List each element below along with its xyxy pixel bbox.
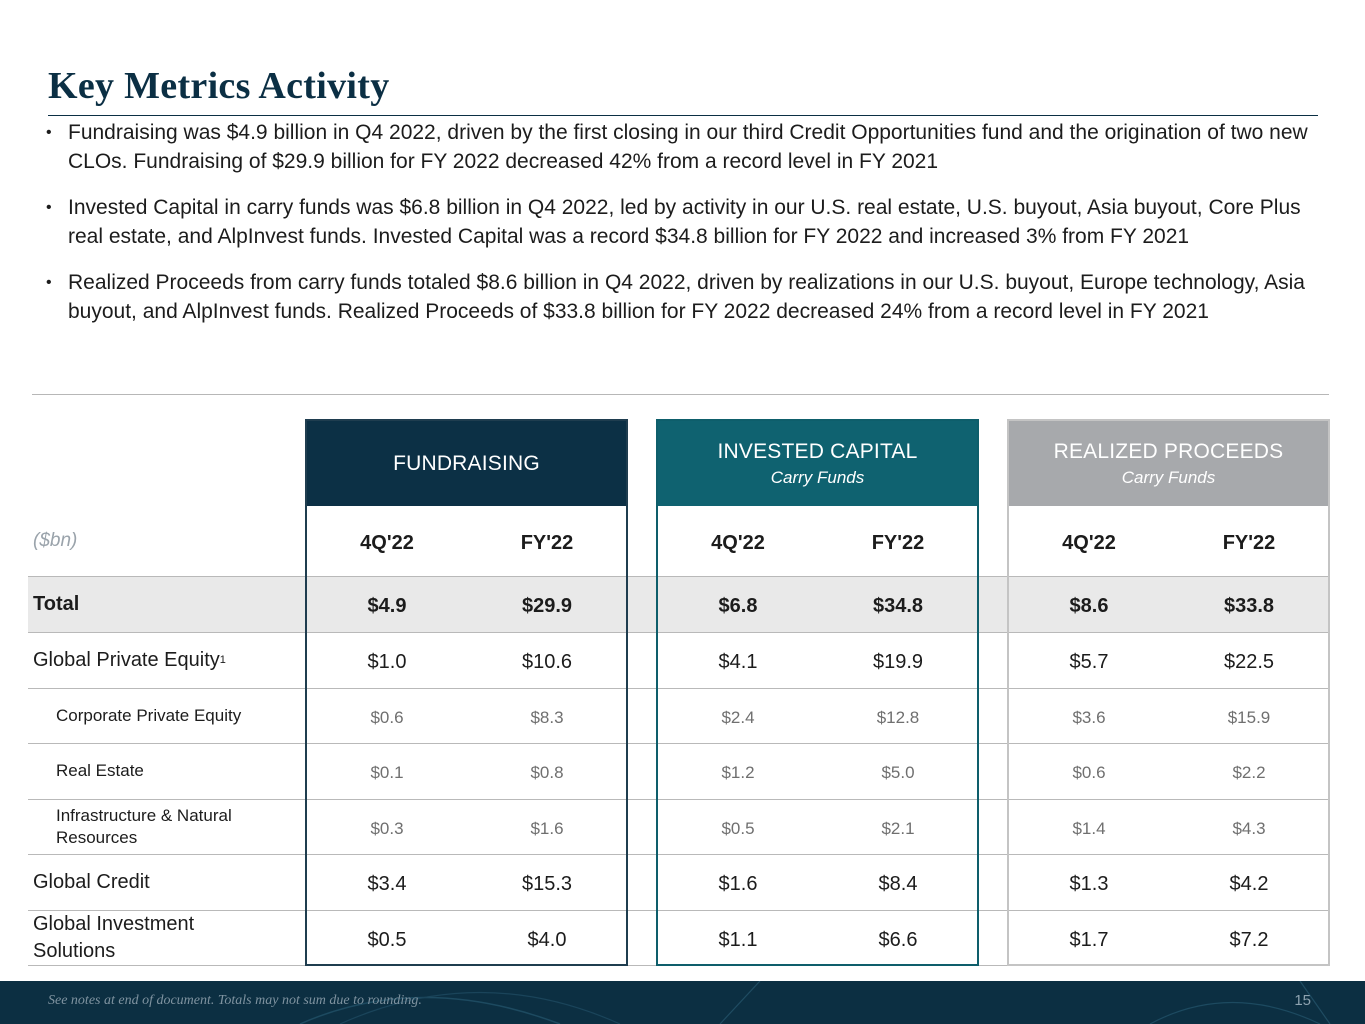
bullet-text-realized-proceeds: Realized Proceeds from carry funds total… (68, 271, 1305, 323)
value-cell: $6.6 (878, 928, 918, 951)
value-cell: $15.3 (521, 872, 573, 895)
total-row-background (28, 577, 1330, 632)
bullet-dot: • (46, 274, 52, 291)
value-cell: $1.1 (718, 928, 758, 951)
row-label-text: Global Private Equity (33, 648, 220, 671)
panel-title: REALIZED PROCEEDS (1053, 439, 1284, 463)
value-cell: $1.0 (367, 650, 407, 673)
value-cell: $1.7 (1069, 928, 1109, 951)
column-header-fy22: FY'22 (871, 531, 925, 554)
value-cell: $19.9 (872, 650, 924, 673)
value-cell: $3.4 (367, 872, 407, 895)
column-header-4q22: 4Q'22 (360, 531, 414, 554)
row-label-infrastructure: Infrastructure & Natural Resources (56, 805, 232, 847)
bullet-text-invested-capital: Invested Capital in carry funds was $6.8… (68, 196, 1301, 248)
panel-header-realized-proceeds: REALIZED PROCEEDS Carry Funds (1009, 421, 1328, 506)
panel-header-invested-capital: INVESTED CAPITAL Carry Funds (658, 421, 977, 506)
row-divider (28, 743, 1330, 744)
panel-invested-capital: INVESTED CAPITAL Carry Funds 4Q'22 FY'22… (656, 419, 979, 966)
bullet-list: • Fundraising was $4.9 billion in Q4 202… (40, 118, 1325, 343)
panel-title: INVESTED CAPITAL (717, 439, 918, 463)
value-cell: $1.4 (1072, 818, 1106, 838)
value-cell: $7.2 (1229, 928, 1269, 951)
footer-decoration (299, 981, 1331, 1024)
value-cell: $2.1 (881, 818, 915, 838)
bullet-dot: • (46, 199, 52, 216)
value-cell: $6.8 (718, 595, 758, 617)
row-divider (28, 910, 1330, 911)
value-cell: $10.6 (521, 650, 573, 673)
panel-header-fundraising: FUNDRAISING (307, 421, 626, 506)
value-cell: $8.4 (878, 872, 918, 895)
value-cell: $5.7 (1069, 650, 1109, 673)
value-cell: $0.6 (370, 707, 404, 727)
value-cell: $8.3 (530, 707, 564, 727)
row-divider (28, 799, 1330, 800)
value-cell: $0.1 (370, 763, 404, 782)
panel-title: FUNDRAISING (393, 451, 540, 475)
panel-fundraising: FUNDRAISING 4Q'22 FY'22 $4.9 $29.9 $1.0 … (305, 419, 628, 966)
value-cell: $33.8 (1223, 595, 1275, 617)
row-label-total: Total (33, 593, 80, 615)
value-cell: $0.3 (370, 818, 404, 838)
column-header-4q22: 4Q'22 (1062, 531, 1116, 554)
value-cell: $4.2 (1229, 872, 1269, 895)
panel-realized-proceeds: REALIZED PROCEEDS Carry Funds 4Q'22 FY'2… (1007, 419, 1330, 966)
panel-subtitle: Carry Funds (1121, 467, 1216, 487)
page-title: Key Metrics Activity (48, 65, 390, 107)
row-label-global-credit: Global Credit (33, 870, 150, 893)
footer-note: See notes at end of document. Totals may… (48, 993, 422, 1008)
section-divider (32, 394, 1329, 395)
value-cell: $22.5 (1223, 650, 1275, 673)
value-cell: $29.9 (521, 595, 573, 617)
value-cell: $1.3 (1069, 872, 1109, 895)
unit-label: ($bn) (33, 530, 78, 551)
value-cell: $2.2 (1232, 763, 1266, 782)
value-cell: $1.6 (718, 872, 758, 895)
bullet-text-fundraising: Fundraising was $4.9 billion in Q4 2022,… (68, 121, 1308, 173)
value-cell: $4.1 (718, 650, 758, 673)
value-cell: $3.6 (1072, 707, 1106, 727)
row-label-global-investment-solutions: Global Investment Solutions (33, 913, 195, 962)
page-number: 15 (1294, 992, 1311, 1009)
value-cell: $8.6 (1069, 595, 1109, 617)
value-cell: $0.8 (530, 763, 564, 782)
value-cell: $15.9 (1227, 707, 1271, 727)
value-cell: $12.8 (876, 707, 920, 727)
bullet-item: • Fundraising was $4.9 billion in Q4 202… (40, 118, 1325, 176)
row-divider (28, 854, 1330, 855)
value-cell: $4.3 (1232, 818, 1266, 838)
row-divider (28, 688, 1330, 689)
title-divider (48, 115, 1318, 116)
value-cell: $1.2 (721, 763, 755, 782)
value-cell: $0.6 (1072, 763, 1106, 782)
value-cell: $0.5 (721, 818, 755, 838)
row-divider (28, 576, 1330, 577)
row-divider (28, 632, 1330, 633)
footer-bar: See notes at end of document. Totals may… (0, 981, 1365, 1024)
value-cell: $2.4 (721, 707, 755, 727)
bullet-dot: • (46, 124, 52, 141)
row-label-global-private-equity: Global Private Equity 1 (28, 632, 306, 688)
row-label-real-estate: Real Estate (56, 761, 144, 780)
column-header-fy22: FY'22 (520, 531, 574, 554)
value-cell: $4.9 (367, 595, 407, 617)
value-cell: $0.5 (367, 928, 407, 951)
value-cell: $34.8 (872, 595, 924, 617)
value-cell: $5.0 (881, 763, 915, 782)
panel-subtitle: Carry Funds (770, 467, 865, 487)
value-cell: $1.6 (530, 818, 564, 838)
column-header-fy22: FY'22 (1222, 531, 1276, 554)
column-header-4q22: 4Q'22 (711, 531, 765, 554)
value-cell: $4.0 (527, 928, 567, 951)
row-label-corporate-private-equity: Corporate Private Equity (56, 705, 242, 725)
footnote-marker: 1 (219, 654, 226, 666)
bullet-item: • Realized Proceeds from carry funds tot… (40, 268, 1325, 326)
bullet-item: • Invested Capital in carry funds was $6… (40, 193, 1325, 251)
